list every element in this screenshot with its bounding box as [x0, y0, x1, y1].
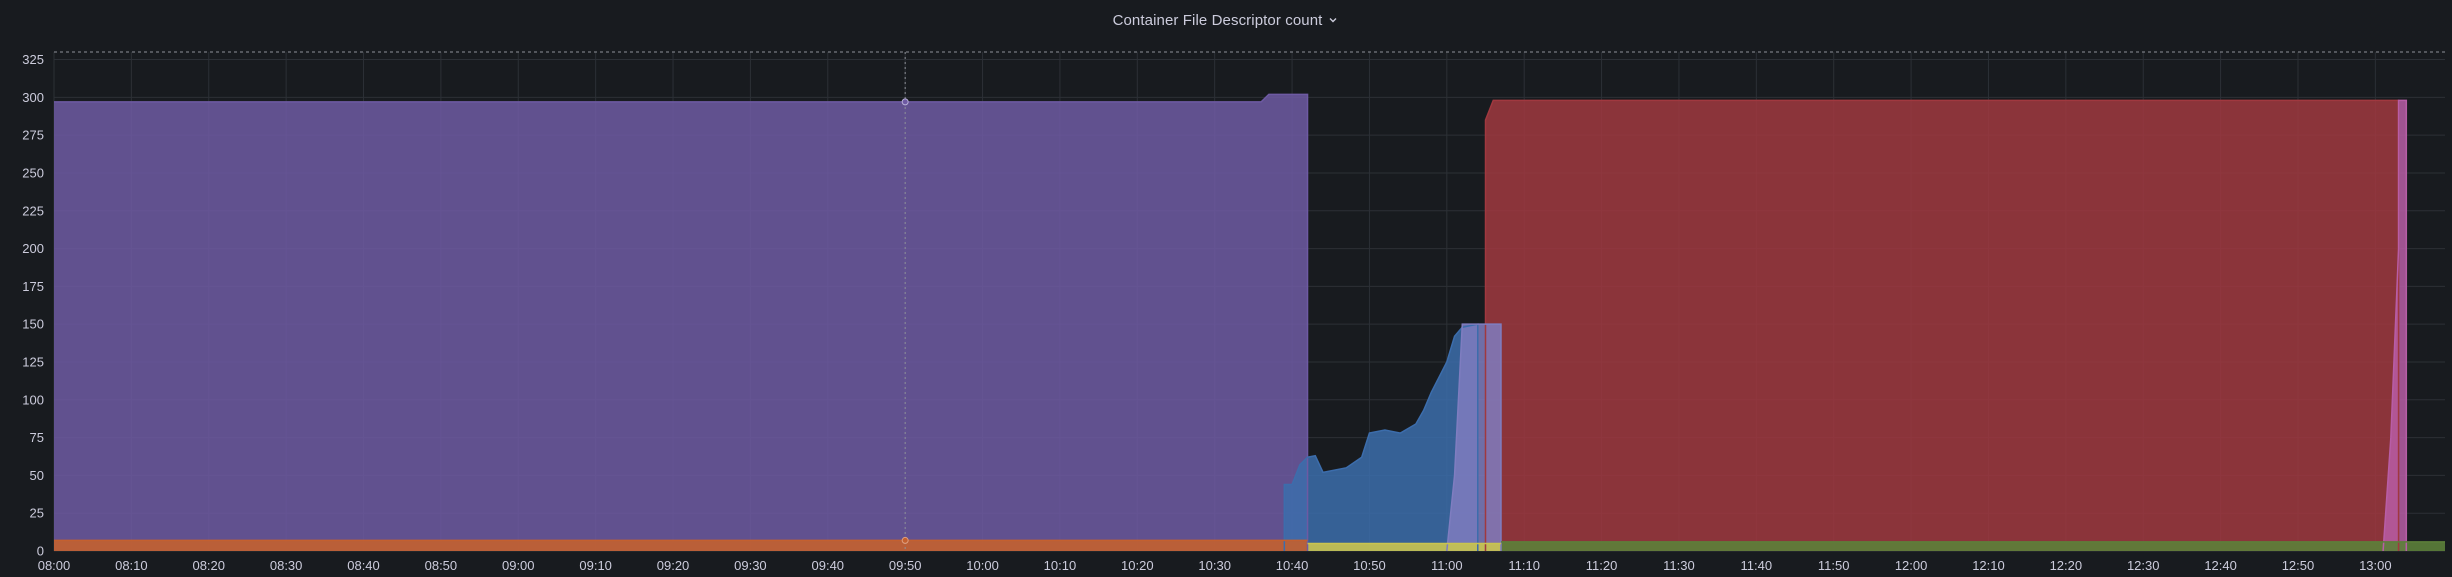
x-tick-label: 12:10	[1972, 558, 2005, 573]
x-tick-label: 10:10	[1044, 558, 1077, 573]
x-tick-label: 11:20	[1586, 558, 1618, 573]
x-tick-label: 10:00	[966, 558, 999, 573]
x-tick-label: 09:00	[502, 558, 535, 573]
series-line-0	[54, 93, 1309, 551]
y-tick-label: 75	[30, 430, 44, 445]
panel-title-menu[interactable]: Container File Descriptor count	[1113, 12, 1340, 29]
line-layer	[54, 93, 2445, 552]
overlay-layer	[54, 51, 2445, 551]
series-area-3	[1446, 324, 1501, 551]
x-axis: 08:00 08:10 08:20 08:30 08:40 08:50 09:00 09:10…	[38, 558, 2392, 573]
chevron-down-icon	[1329, 18, 1337, 23]
hover-point	[901, 536, 909, 544]
series-area-7	[1500, 541, 2445, 551]
x-tick-label: 11:50	[1818, 558, 1850, 573]
x-tick-label: 09:30	[734, 558, 767, 573]
panel-title: Container File Descriptor count	[1112, 11, 1323, 29]
x-tick-label: 08:10	[115, 558, 148, 573]
x-tick-label: 09:20	[657, 558, 690, 573]
y-tick-label: 325	[22, 52, 44, 67]
series-area-2	[1284, 324, 1478, 551]
x-tick-label: 11:30	[1663, 558, 1695, 573]
series-line-3	[1446, 323, 1502, 552]
y-tick-label: 250	[22, 165, 44, 180]
series-area-0	[54, 94, 1308, 552]
y-tick-label: 225	[22, 203, 44, 218]
x-tick-label: 12:50	[2282, 558, 2315, 573]
y-tick-label: 200	[22, 241, 44, 256]
x-tick-label: 09:10	[579, 558, 612, 573]
y-tick-label: 175	[22, 279, 44, 294]
x-tick-label: 08:20	[192, 558, 225, 573]
series-line-4	[2382, 99, 2408, 552]
series-area-4	[2383, 100, 2407, 551]
x-tick-label: 08:30	[270, 558, 303, 573]
series-line-2	[1283, 323, 1479, 551]
y-tick-label: 25	[30, 506, 44, 521]
x-tick-label: 12:40	[2204, 558, 2237, 573]
x-tick-label: 11:10	[1508, 558, 1540, 573]
x-tick-label: 11:40	[1741, 558, 1773, 573]
x-tick-label: 13:00	[2359, 558, 2392, 573]
series-area-5	[54, 540, 1308, 551]
y-tick-label: 150	[22, 317, 44, 332]
x-tick-label: 10:30	[1198, 558, 1231, 573]
x-tick-label: 08:50	[425, 558, 458, 573]
y-axis: 0 25 50 75 100 125 150 175 200 225 250 275 300 325	[22, 52, 44, 558]
x-tick-label: 12:20	[2050, 558, 2083, 573]
x-tick-label: 08:40	[347, 558, 380, 573]
x-tick-label: 10:50	[1353, 558, 1386, 573]
series-area-1	[1485, 100, 2399, 551]
x-tick-label: 12:00	[1895, 558, 1928, 573]
y-tick-label: 275	[22, 128, 44, 143]
series-area-6	[1307, 543, 1501, 551]
y-tick-label: 100	[22, 392, 44, 407]
x-tick-label: 09:50	[889, 558, 922, 573]
x-tick-label: 10:20	[1121, 558, 1154, 573]
y-tick-label: 50	[30, 468, 44, 483]
x-tick-label: 10:40	[1276, 558, 1309, 573]
hover-point	[901, 98, 909, 106]
x-tick-label: 08:00	[38, 558, 71, 573]
y-tick-label: 300	[22, 90, 44, 105]
area-layer	[54, 94, 2445, 552]
panel-header: Container File Descriptor count	[0, 0, 2452, 40]
x-tick-label: 12:30	[2127, 558, 2160, 573]
x-tick-label: 11:00	[1431, 558, 1463, 573]
y-tick-label: 125	[22, 354, 44, 369]
y-tick-label: 0	[37, 544, 44, 559]
x-tick-label: 09:40	[812, 558, 845, 573]
